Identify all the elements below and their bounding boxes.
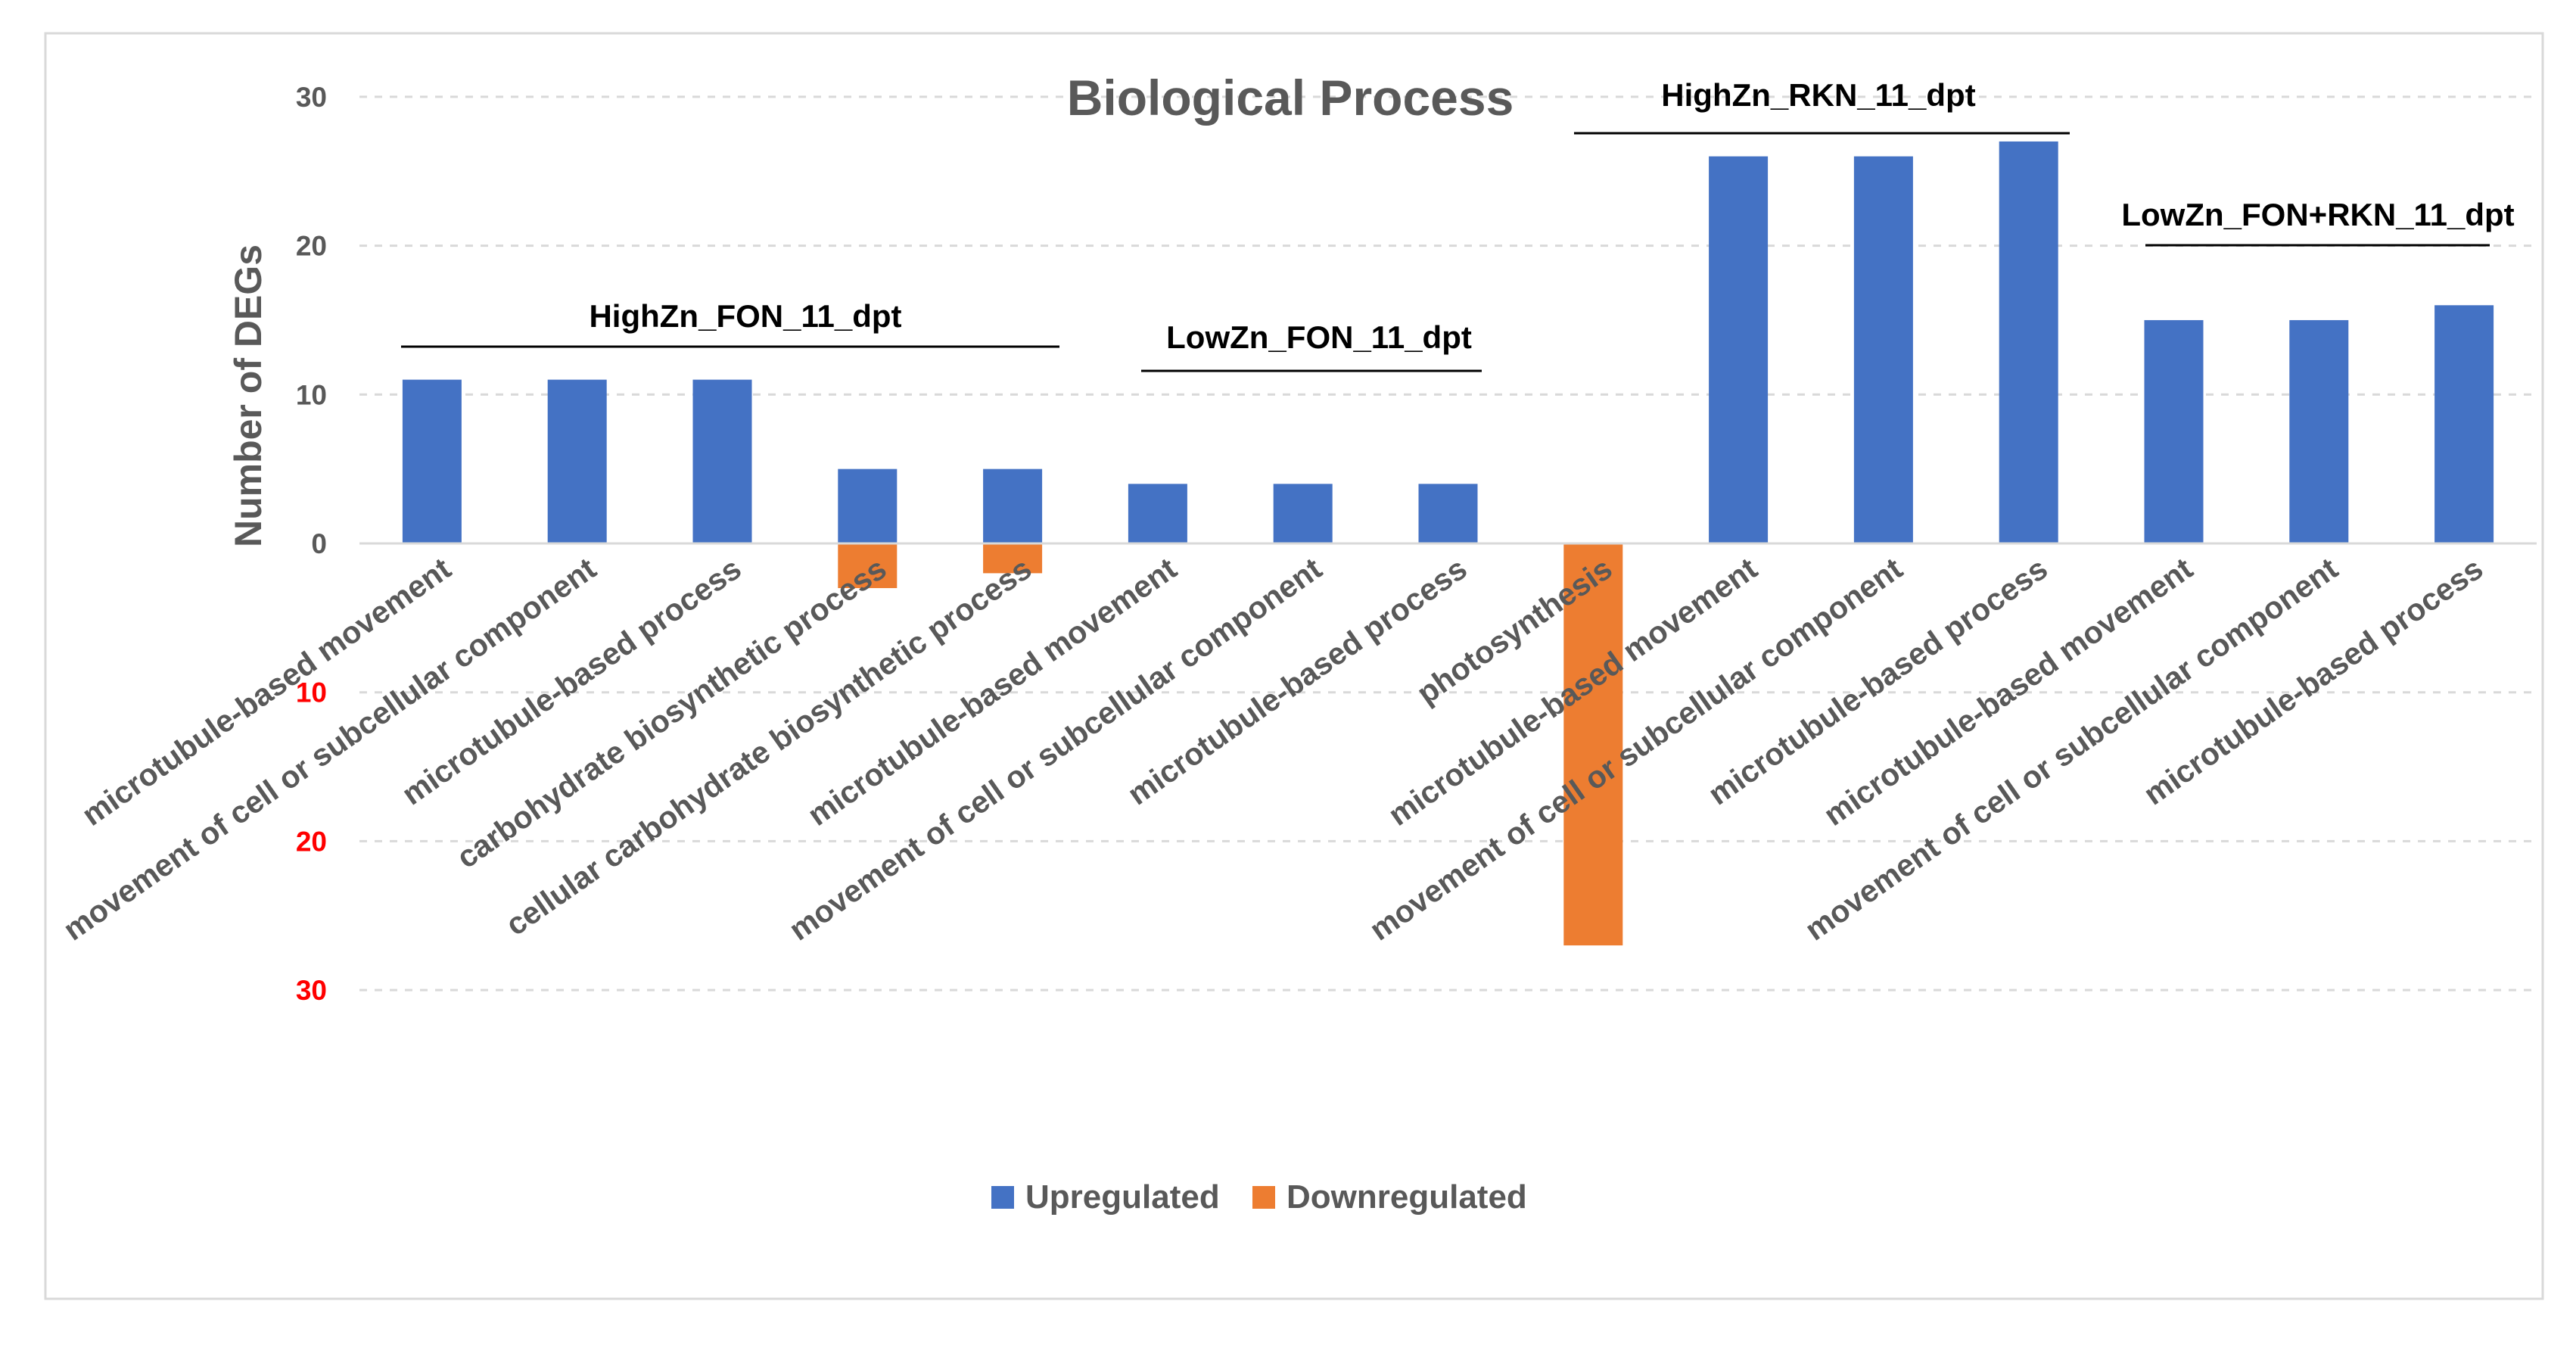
bar-downregulated [983, 543, 1043, 574]
bar-downregulated [1563, 543, 1623, 946]
bar-upregulated [1709, 156, 1769, 543]
y-tick-label: 20 [296, 231, 327, 262]
bar-upregulated [2434, 305, 2494, 543]
bars-layer [402, 141, 2494, 946]
bar-upregulated [1999, 141, 2058, 543]
legend-label: Upregulated [1025, 1178, 1220, 1216]
y-tick-label: 10 [296, 379, 327, 410]
bar-upregulated [1418, 484, 1478, 543]
bar-upregulated [2144, 319, 2204, 543]
legend-label: Downregulated [1286, 1178, 1527, 1216]
bar-upregulated [1273, 484, 1333, 543]
y-tick-label: 0 [311, 528, 327, 559]
legend: Upregulated Downregulated [991, 1178, 1527, 1216]
axis-layer: 30 20 10 0 10 20 30 [296, 82, 2537, 1006]
group-label: LowZn_FON+RKN_11_dpt [2121, 197, 2514, 232]
group-label: HighZn_RKN_11_dpt [1661, 77, 1975, 113]
y-tick-label-negative: 20 [296, 826, 327, 857]
bar-upregulated [838, 469, 898, 543]
legend-swatch [991, 1186, 1014, 1209]
chart-border [44, 32, 2544, 1300]
bar-upregulated [2289, 319, 2349, 543]
bar-upregulated [1128, 484, 1187, 543]
y-axis-label: Number of DEGs [227, 244, 269, 547]
chart-title: Biological Process [1067, 70, 1514, 126]
y-tick-label-negative: 30 [296, 975, 327, 1006]
bar-upregulated [1853, 156, 1913, 543]
group-label: LowZn_FON_11_dpt [1166, 319, 1472, 355]
bar-upregulated [402, 379, 462, 543]
group-label: HighZn_FON_11_dpt [589, 298, 901, 334]
bar-upregulated [692, 379, 752, 543]
bar-upregulated [983, 469, 1043, 543]
legend-swatch [1252, 1186, 1275, 1209]
y-tick-label-negative: 10 [296, 677, 327, 708]
bar-upregulated [547, 379, 607, 543]
bar-downregulated [838, 543, 898, 589]
y-tick-label: 30 [296, 82, 327, 113]
